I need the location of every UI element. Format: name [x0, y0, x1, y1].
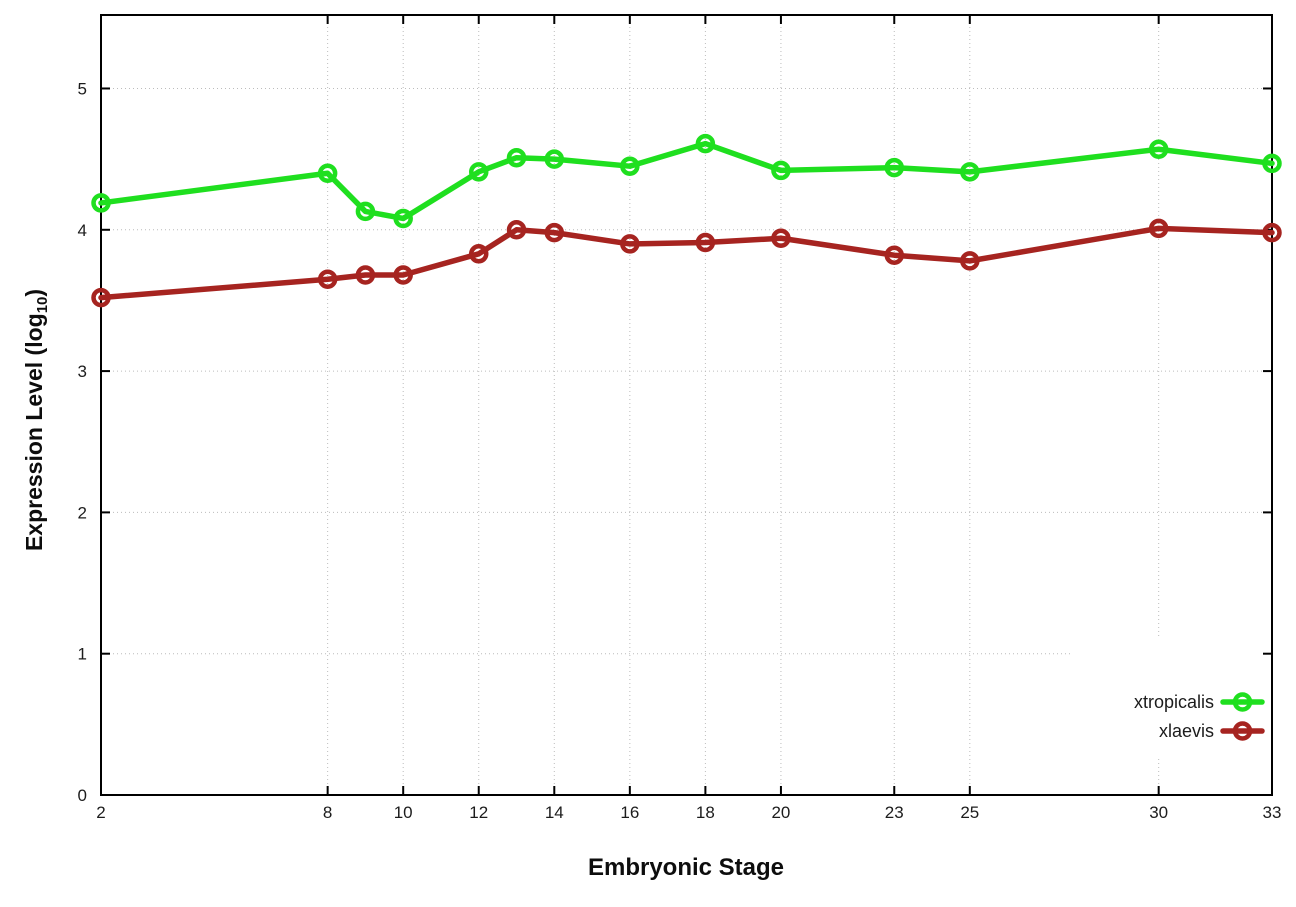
x-tick-label: 10 — [394, 803, 413, 822]
series-xlaevis-point — [771, 228, 791, 249]
x-tick-label: 18 — [696, 803, 715, 822]
series-xtropicalis-point — [960, 162, 980, 182]
legend-label-xlaevis: xlaevis — [1159, 721, 1214, 741]
legend-marker-xlaevis — [1232, 721, 1253, 741]
series-xlaevis-point — [884, 245, 905, 265]
x-tick-label: 30 — [1149, 803, 1168, 822]
y-tick-label: 1 — [78, 645, 87, 664]
x-tick-label: 14 — [545, 803, 564, 822]
x-tick-label: 23 — [885, 803, 904, 822]
x-tick-label: 16 — [620, 803, 639, 822]
y-tick-label: 0 — [78, 786, 87, 805]
series-xlaevis-point — [91, 287, 111, 308]
series-xlaevis-point — [1262, 222, 1282, 243]
plot-border — [100, 14, 1273, 796]
series-xtropicalis-point — [355, 201, 376, 222]
series-xtropicalis-line — [98, 140, 1275, 222]
series-xtropicalis-point — [317, 163, 338, 184]
y-tick-label: 3 — [78, 362, 87, 381]
series-xlaevis-point — [317, 269, 338, 289]
series-xlaevis-point — [1148, 218, 1169, 239]
x-tick-label: 8 — [323, 803, 332, 822]
series-xtropicalis-point — [468, 162, 489, 182]
series-xtropicalis-point — [506, 147, 527, 168]
series-xtropicalis-point — [884, 157, 905, 178]
series-xtropicalis-point — [695, 133, 716, 154]
series-xlaevis-line — [98, 225, 1275, 301]
series-xlaevis-point — [468, 244, 489, 264]
series-xlaevis-point — [506, 220, 527, 240]
series-xtropicalis-point — [91, 193, 111, 213]
series-xtropicalis-point — [393, 208, 413, 229]
y-axis-title-close: ) — [21, 288, 47, 297]
y-axis-title: Expression Level (log10) — [21, 289, 51, 551]
series-xtropicalis-point — [771, 160, 791, 181]
y-axis-title-main: Expression Level (log — [21, 313, 47, 552]
series-xlaevis-point — [960, 251, 980, 271]
series-xlaevis-point — [393, 265, 413, 285]
x-tick-label: 20 — [771, 803, 790, 822]
series-xlaevis-point — [695, 232, 716, 253]
y-tick-label: 5 — [78, 79, 87, 98]
legend-label-xtropicalis: xtropicalis — [1134, 692, 1214, 712]
x-axis-title: Embryonic Stage — [587, 854, 785, 881]
series-xlaevis-point — [620, 234, 640, 254]
y-tick-label: 2 — [78, 503, 87, 522]
series-xtropicalis-point — [1262, 153, 1282, 174]
series-xlaevis-point — [544, 222, 565, 243]
x-tick-label: 2 — [96, 803, 105, 822]
series-xlaevis-point — [355, 265, 376, 285]
y-tick-label: 4 — [78, 221, 87, 240]
x-tick-label: 25 — [960, 803, 979, 822]
x-tick-label: 12 — [469, 803, 488, 822]
y-axis-title-subscript: 10 — [34, 296, 51, 314]
series-xtropicalis-point — [620, 156, 640, 176]
x-tick-label: 33 — [1263, 803, 1282, 822]
series-xtropicalis-point — [1148, 139, 1169, 159]
legend-marker-xtropicalis — [1232, 692, 1253, 712]
series-xtropicalis-point — [544, 149, 565, 169]
